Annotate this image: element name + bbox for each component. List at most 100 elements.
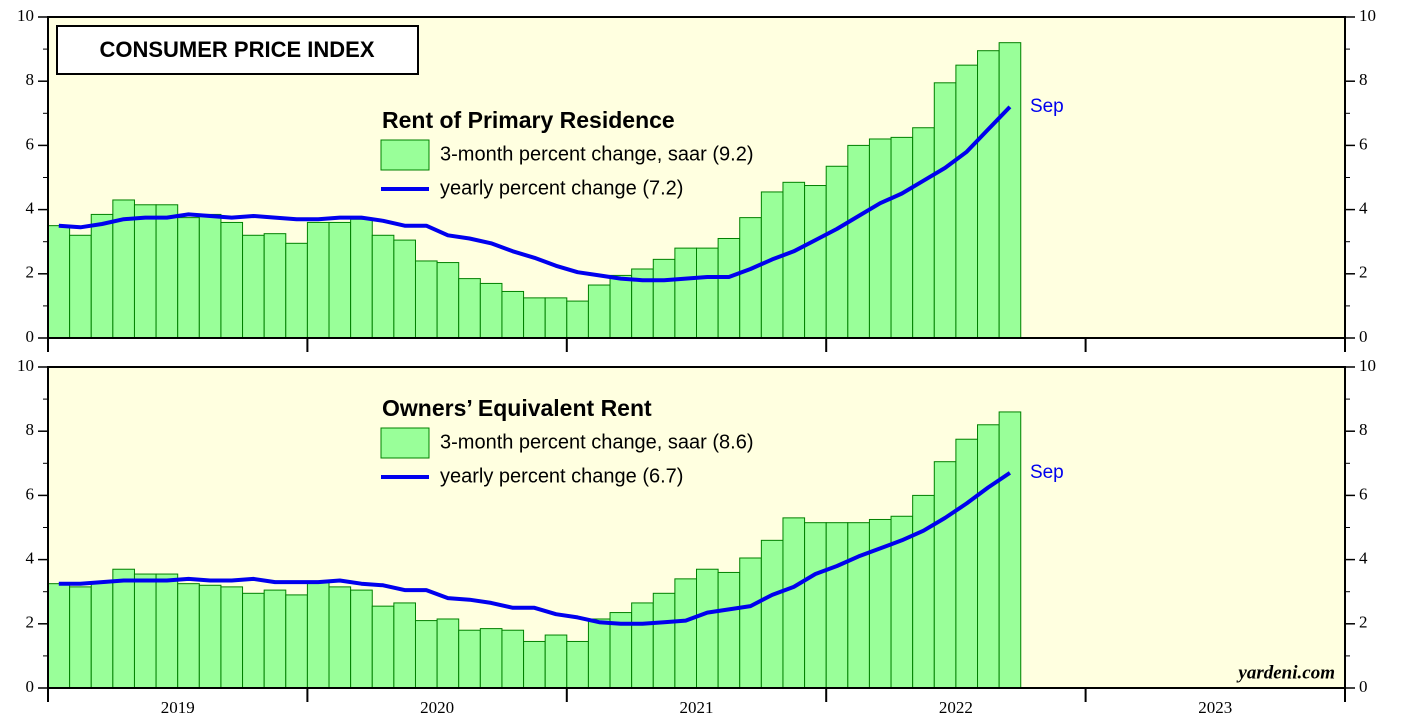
bar (198, 213, 222, 339)
bar (393, 239, 416, 339)
bar (328, 221, 352, 339)
bar (501, 629, 525, 689)
bar (393, 602, 416, 689)
subtitle: Owners’ Equivalent Rent (382, 395, 652, 421)
bar (847, 522, 870, 689)
bar (220, 221, 244, 339)
bar (306, 581, 330, 689)
y-tick-label: 2 (26, 613, 35, 632)
y-tick-label: 8 (26, 70, 35, 89)
legend-label: yearly percent change (6.7) (440, 465, 683, 487)
x-tick-label: 2020 (420, 698, 454, 717)
bar (306, 221, 330, 339)
bar (523, 640, 546, 689)
bar (609, 274, 633, 339)
bar (566, 300, 589, 339)
y-tick-label: 8 (1359, 420, 1368, 439)
bar (479, 282, 503, 339)
x-tick-label: 2022 (939, 698, 973, 717)
bar (587, 618, 611, 689)
y-tick-label: 4 (1359, 199, 1368, 218)
line (58, 105, 1012, 283)
bar (782, 181, 806, 339)
bar (414, 260, 438, 339)
legend-label: 3-month percent change, saar (9.2) (440, 143, 754, 165)
x-tick-label: 2021 (680, 698, 714, 717)
bar (933, 82, 957, 339)
bar (782, 517, 806, 689)
bar (501, 290, 525, 339)
bar (414, 620, 438, 689)
y-tick-label: 6 (26, 134, 35, 153)
bar (155, 204, 179, 339)
x-tick-label: 2023 (1198, 698, 1232, 717)
bar (371, 605, 395, 689)
subtitle: Rent of Primary Residence (382, 107, 675, 133)
y-tick-label: 10 (17, 6, 34, 25)
bar (350, 218, 373, 339)
bar (717, 237, 741, 339)
legend-swatch (380, 427, 430, 459)
x-tick-label: 2019 (161, 698, 195, 717)
y-tick-label: 2 (26, 263, 35, 282)
source: yardeni.com (1236, 662, 1335, 683)
legend-label: yearly percent change (7.2) (440, 177, 683, 199)
bar (652, 258, 676, 339)
bar (587, 284, 611, 339)
y-tick-label: 0 (1359, 677, 1368, 696)
bar (804, 185, 827, 339)
bar (371, 234, 395, 339)
bar (760, 191, 784, 339)
bar (69, 586, 92, 689)
bar (350, 589, 373, 689)
y-tick-label: 10 (1359, 6, 1376, 25)
bar (458, 278, 481, 339)
bar (198, 584, 222, 689)
bar (652, 592, 676, 689)
bar (825, 522, 849, 689)
bar (696, 568, 719, 689)
bar (133, 573, 157, 689)
y-tick-label: 2 (1359, 613, 1368, 632)
bar (523, 297, 546, 339)
bar (544, 634, 568, 689)
bar (890, 136, 914, 339)
bar (825, 165, 849, 339)
legend-label: 3-month percent change, saar (8.6) (440, 431, 754, 453)
annotation: Sep (1030, 96, 1064, 117)
y-tick-label: 6 (26, 484, 35, 503)
y-tick-label: 6 (1359, 484, 1368, 503)
bar (69, 234, 92, 339)
frame (47, 366, 1346, 689)
y-tick-label: 6 (1359, 134, 1368, 153)
bar (717, 571, 741, 689)
bar (674, 247, 698, 339)
bar (285, 242, 308, 339)
y-tick-label: 8 (26, 420, 35, 439)
y-tick-label: 2 (1359, 263, 1368, 282)
y-tick-label: 4 (26, 549, 35, 568)
frame (47, 16, 1346, 339)
bar (90, 213, 114, 339)
bar (955, 438, 979, 689)
y-tick-label: 0 (26, 327, 35, 346)
bar (133, 204, 157, 339)
bar (674, 578, 698, 689)
bar (436, 618, 460, 689)
bar (977, 50, 1000, 339)
bar (285, 594, 308, 689)
bar (760, 539, 784, 689)
bar (933, 461, 957, 689)
bar (328, 586, 352, 689)
bar (998, 411, 1022, 689)
bar (868, 138, 892, 339)
bar (155, 573, 179, 689)
bar (912, 127, 935, 339)
bar (544, 297, 568, 339)
bar (263, 233, 287, 339)
bar (458, 629, 481, 689)
bar (112, 568, 135, 689)
bar (177, 217, 200, 339)
y-tick-label: 10 (17, 356, 34, 375)
